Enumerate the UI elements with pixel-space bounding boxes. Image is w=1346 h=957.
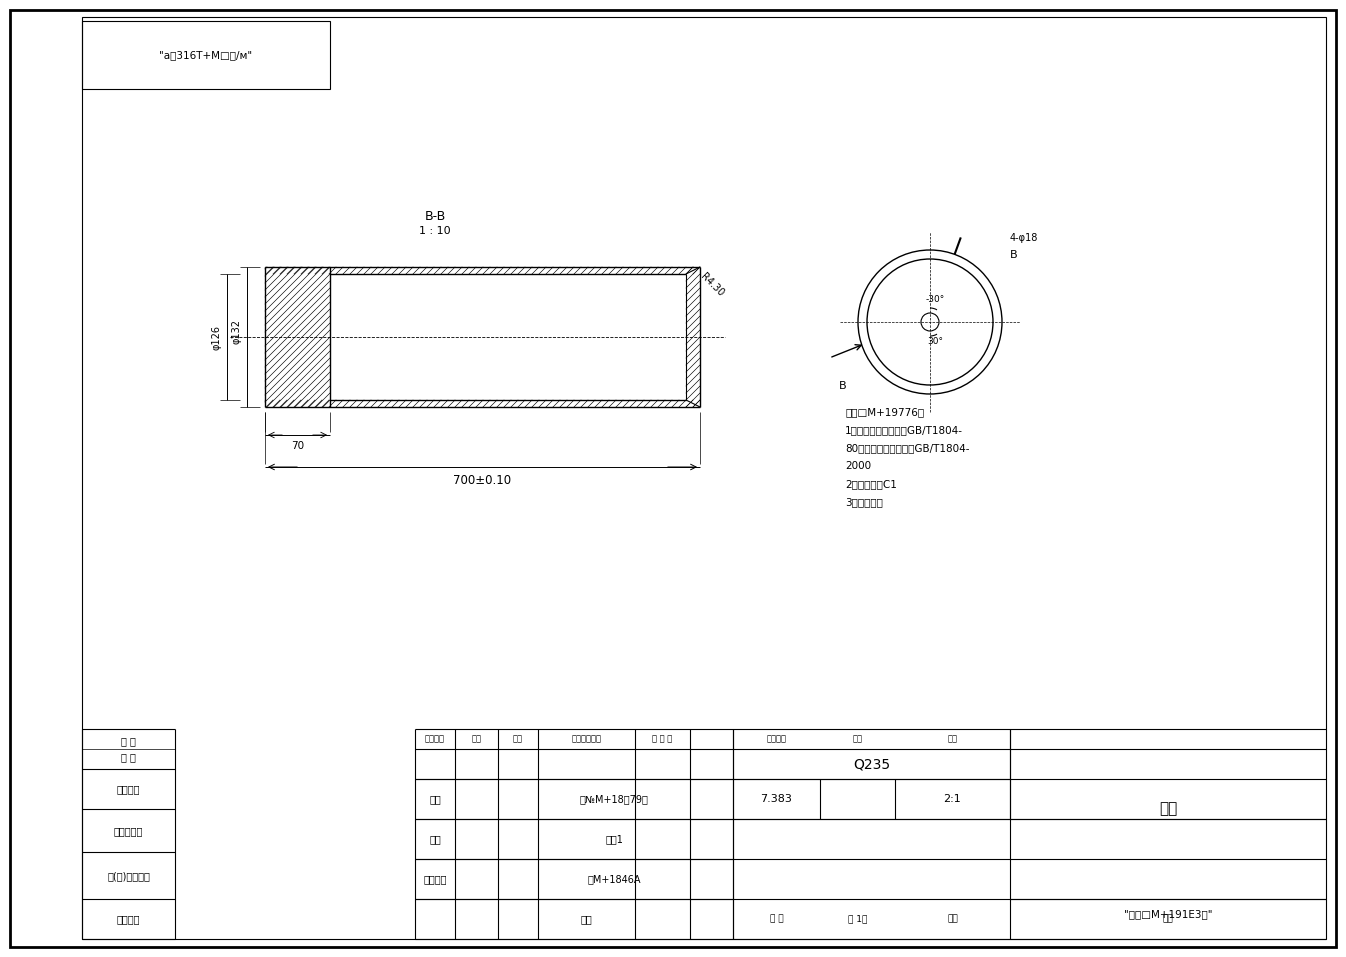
Text: 阶段标记: 阶段标记 xyxy=(425,735,446,744)
Text: 签 字: 签 字 xyxy=(121,752,136,762)
Text: R4.30: R4.30 xyxy=(699,272,725,299)
Text: 2000: 2000 xyxy=(845,461,871,471)
Bar xyxy=(82,21,330,89)
Text: Q235: Q235 xyxy=(853,757,890,771)
Text: 特№M+18华79化: 特№M+18华79化 xyxy=(580,794,649,804)
Text: 700±0.10: 700±0.10 xyxy=(454,474,511,486)
Text: 校核: 校核 xyxy=(429,834,441,844)
Text: 2:1: 2:1 xyxy=(944,794,961,804)
Text: 数量: 数量 xyxy=(852,735,863,744)
Text: 卷筒: 卷筒 xyxy=(1159,802,1178,816)
Text: 1 : 10: 1 : 10 xyxy=(419,226,451,236)
Text: "а钟316T+М□跳/м": "а钟316T+М□跳/м" xyxy=(159,50,253,60)
Text: B: B xyxy=(1010,250,1018,260)
Text: 分区: 分区 xyxy=(513,735,524,744)
Text: 版本: 版本 xyxy=(948,915,958,924)
Text: 共 计: 共 计 xyxy=(770,915,783,924)
Text: 70: 70 xyxy=(291,441,304,451)
Text: 30°: 30° xyxy=(927,338,944,346)
Text: 日 期: 日 期 xyxy=(121,736,136,746)
Text: 1、未注尺寸公差按照GB/T1804-: 1、未注尺寸公差按照GB/T1804- xyxy=(845,425,962,435)
Text: B: B xyxy=(839,381,847,391)
Text: 80，未注形状公差按照GB/T1804-: 80，未注形状公差按照GB/T1804- xyxy=(845,443,969,453)
Text: 方段标记: 方段标记 xyxy=(766,735,786,744)
Text: 设计: 设计 xyxy=(429,794,441,804)
Text: 借(通)用件登记: 借(通)用件登记 xyxy=(108,871,149,881)
Text: φ126: φ126 xyxy=(213,324,222,349)
Text: 7.383: 7.383 xyxy=(760,794,793,804)
Text: φ132: φ132 xyxy=(232,320,242,345)
Text: 替代: 替代 xyxy=(1163,915,1174,924)
Text: 小M+1846A: 小M+1846A xyxy=(587,874,641,884)
Text: "ベル□M+191E3号": "ベル□M+191E3号" xyxy=(1124,909,1213,919)
Text: 底图样号: 底图样号 xyxy=(117,784,140,794)
Text: 第 1计: 第 1计 xyxy=(848,915,867,924)
Text: -30°: -30° xyxy=(926,296,945,304)
Text: 主管设计: 主管设计 xyxy=(423,874,447,884)
Bar xyxy=(265,267,700,407)
Text: 3、表面抛光: 3、表面抛光 xyxy=(845,497,883,507)
Text: 批准: 批准 xyxy=(580,914,592,924)
Text: 年 月 日: 年 月 日 xyxy=(653,735,673,744)
Text: 零件代号: 零件代号 xyxy=(117,914,140,924)
Text: 技术□M+19776求: 技术□M+19776求 xyxy=(845,407,925,417)
Text: 4-φ18: 4-φ18 xyxy=(1010,233,1038,243)
Text: 工以1: 工以1 xyxy=(606,834,623,844)
Text: 更改文件号名: 更改文件号名 xyxy=(572,735,602,744)
Text: 工数: 工数 xyxy=(471,735,482,744)
Text: B-B: B-B xyxy=(424,211,446,224)
Text: 旧底图样号: 旧底图样号 xyxy=(114,826,143,836)
Text: 2、未注倒角C1: 2、未注倒角C1 xyxy=(845,479,896,489)
Text: 比例: 比例 xyxy=(948,735,957,744)
